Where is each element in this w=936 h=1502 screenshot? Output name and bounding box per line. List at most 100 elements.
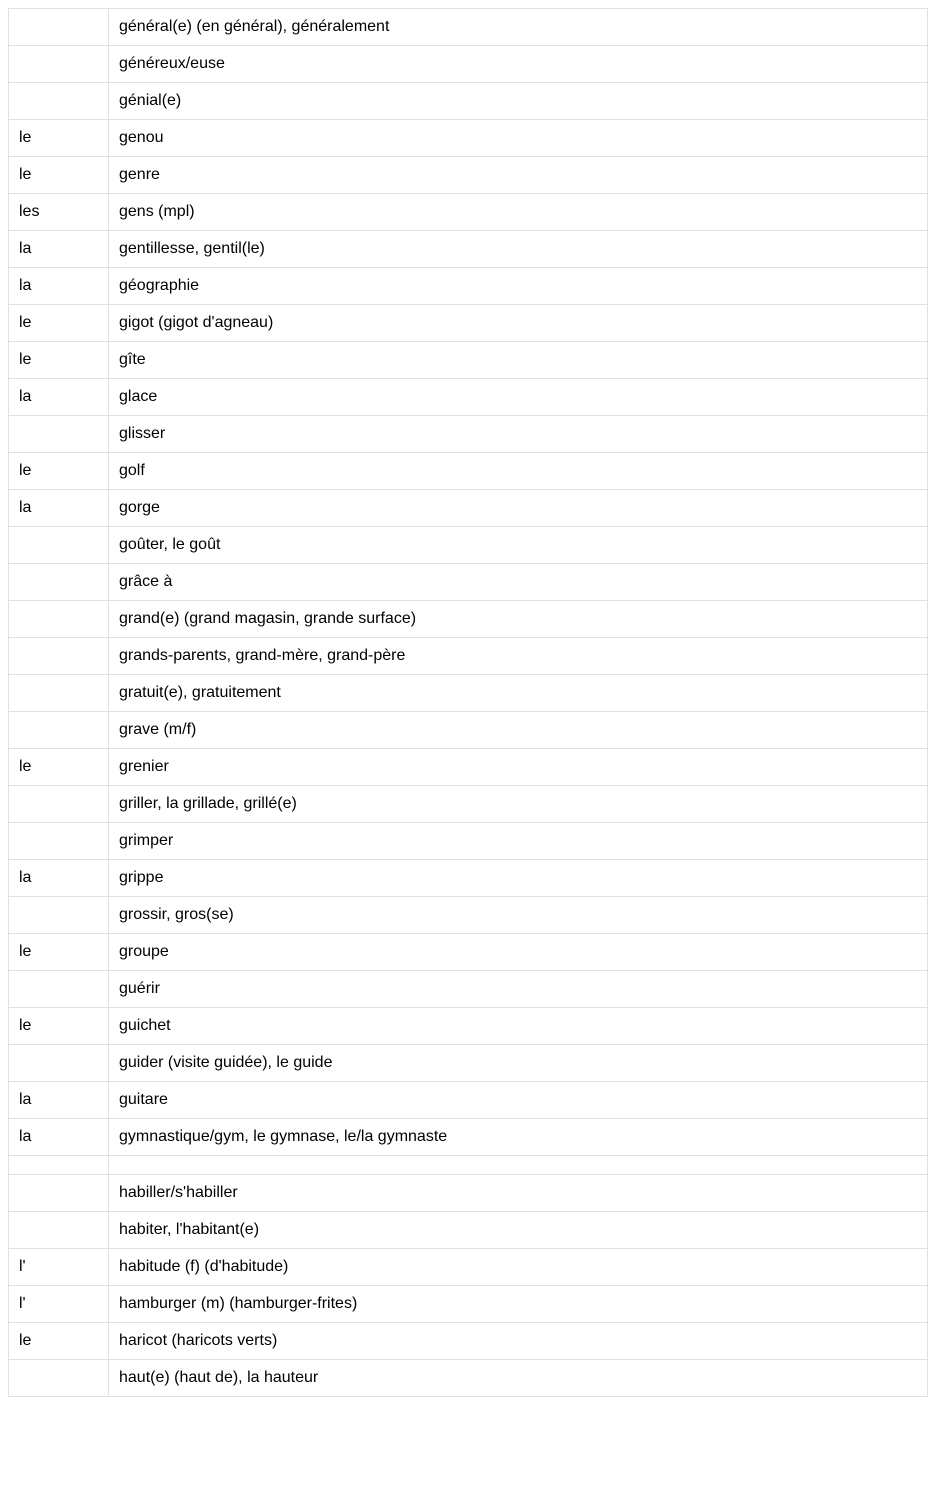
article-cell [9, 1212, 109, 1249]
table-row: griller, la grillade, grillé(e) [9, 786, 928, 823]
article-cell [9, 416, 109, 453]
word-cell: habitude (f) (d'habitude) [109, 1249, 928, 1286]
word-cell: grippe [109, 860, 928, 897]
table-row: l'hamburger (m) (hamburger-frites) [9, 1286, 928, 1323]
article-cell [9, 638, 109, 675]
table-row: l'habitude (f) (d'habitude) [9, 1249, 928, 1286]
word-cell: genre [109, 157, 928, 194]
article-cell: le [9, 305, 109, 342]
article-cell: l' [9, 1286, 109, 1323]
table-row: legroupe [9, 934, 928, 971]
word-cell: gentillesse, gentil(le) [109, 231, 928, 268]
word-cell: général(e) (en général), généralement [109, 9, 928, 46]
table-row: leharicot (haricots verts) [9, 1323, 928, 1360]
article-cell: le [9, 1008, 109, 1045]
table-row: gratuit(e), gratuitement [9, 675, 928, 712]
table-row: laguitare [9, 1082, 928, 1119]
table-row: génial(e) [9, 83, 928, 120]
article-cell: le [9, 749, 109, 786]
word-cell: grenier [109, 749, 928, 786]
word-cell: grâce à [109, 564, 928, 601]
article-cell [9, 712, 109, 749]
article-cell [9, 601, 109, 638]
word-cell: gratuit(e), gratuitement [109, 675, 928, 712]
article-cell [9, 786, 109, 823]
word-cell: grand(e) (grand magasin, grande surface) [109, 601, 928, 638]
table-row: généreux/euse [9, 46, 928, 83]
table-row: lagrippe [9, 860, 928, 897]
table-row: grossir, gros(se) [9, 897, 928, 934]
table-row: glisser [9, 416, 928, 453]
table-row [9, 1156, 928, 1175]
article-cell: le [9, 453, 109, 490]
article-cell [9, 823, 109, 860]
article-cell [9, 9, 109, 46]
article-cell: la [9, 490, 109, 527]
word-cell: guichet [109, 1008, 928, 1045]
table-body: général(e) (en général), généralementgén… [9, 9, 928, 1397]
article-cell [9, 897, 109, 934]
word-cell: habiller/s'habiller [109, 1175, 928, 1212]
word-cell [109, 1156, 928, 1175]
word-cell: guider (visite guidée), le guide [109, 1045, 928, 1082]
article-cell: la [9, 231, 109, 268]
article-cell [9, 83, 109, 120]
table-row: lesgens (mpl) [9, 194, 928, 231]
word-cell: haut(e) (haut de), la hauteur [109, 1360, 928, 1397]
word-cell: guitare [109, 1082, 928, 1119]
table-row: goûter, le goût [9, 527, 928, 564]
table-row: laglace [9, 379, 928, 416]
table-row: lagymnastique/gym, le gymnase, le/la gym… [9, 1119, 928, 1156]
table-row: guérir [9, 971, 928, 1008]
word-cell: goûter, le goût [109, 527, 928, 564]
word-cell: hamburger (m) (hamburger-frites) [109, 1286, 928, 1323]
table-row: legolf [9, 453, 928, 490]
article-cell: la [9, 268, 109, 305]
table-row: grands-parents, grand-mère, grand-père [9, 638, 928, 675]
table-row: grave (m/f) [9, 712, 928, 749]
article-cell: la [9, 860, 109, 897]
table-row: guider (visite guidée), le guide [9, 1045, 928, 1082]
word-cell: génial(e) [109, 83, 928, 120]
table-row: legenou [9, 120, 928, 157]
article-cell [9, 1175, 109, 1212]
table-row: legenre [9, 157, 928, 194]
word-cell: griller, la grillade, grillé(e) [109, 786, 928, 823]
word-cell: haricot (haricots verts) [109, 1323, 928, 1360]
word-cell: grimper [109, 823, 928, 860]
article-cell [9, 971, 109, 1008]
article-cell: l' [9, 1249, 109, 1286]
word-cell: golf [109, 453, 928, 490]
word-cell: guérir [109, 971, 928, 1008]
word-cell: gigot (gigot d'agneau) [109, 305, 928, 342]
word-cell: glace [109, 379, 928, 416]
table-row: legigot (gigot d'agneau) [9, 305, 928, 342]
table-row: grimper [9, 823, 928, 860]
vocabulary-table: général(e) (en général), généralementgén… [8, 8, 928, 1397]
word-cell: genou [109, 120, 928, 157]
table-row: habiller/s'habiller [9, 1175, 928, 1212]
article-cell: la [9, 1119, 109, 1156]
word-cell: gorge [109, 490, 928, 527]
article-cell: le [9, 157, 109, 194]
article-cell [9, 1360, 109, 1397]
table-row: leguichet [9, 1008, 928, 1045]
article-cell [9, 527, 109, 564]
article-cell [9, 564, 109, 601]
article-cell: les [9, 194, 109, 231]
word-cell: généreux/euse [109, 46, 928, 83]
article-cell: la [9, 1082, 109, 1119]
table-row: legîte [9, 342, 928, 379]
table-row: haut(e) (haut de), la hauteur [9, 1360, 928, 1397]
table-row: lagorge [9, 490, 928, 527]
article-cell: le [9, 934, 109, 971]
article-cell: le [9, 120, 109, 157]
word-cell: gens (mpl) [109, 194, 928, 231]
table-row: grand(e) (grand magasin, grande surface) [9, 601, 928, 638]
article-cell: le [9, 342, 109, 379]
table-row: lagéographie [9, 268, 928, 305]
word-cell: grands-parents, grand-mère, grand-père [109, 638, 928, 675]
word-cell: grave (m/f) [109, 712, 928, 749]
article-cell [9, 675, 109, 712]
word-cell: groupe [109, 934, 928, 971]
